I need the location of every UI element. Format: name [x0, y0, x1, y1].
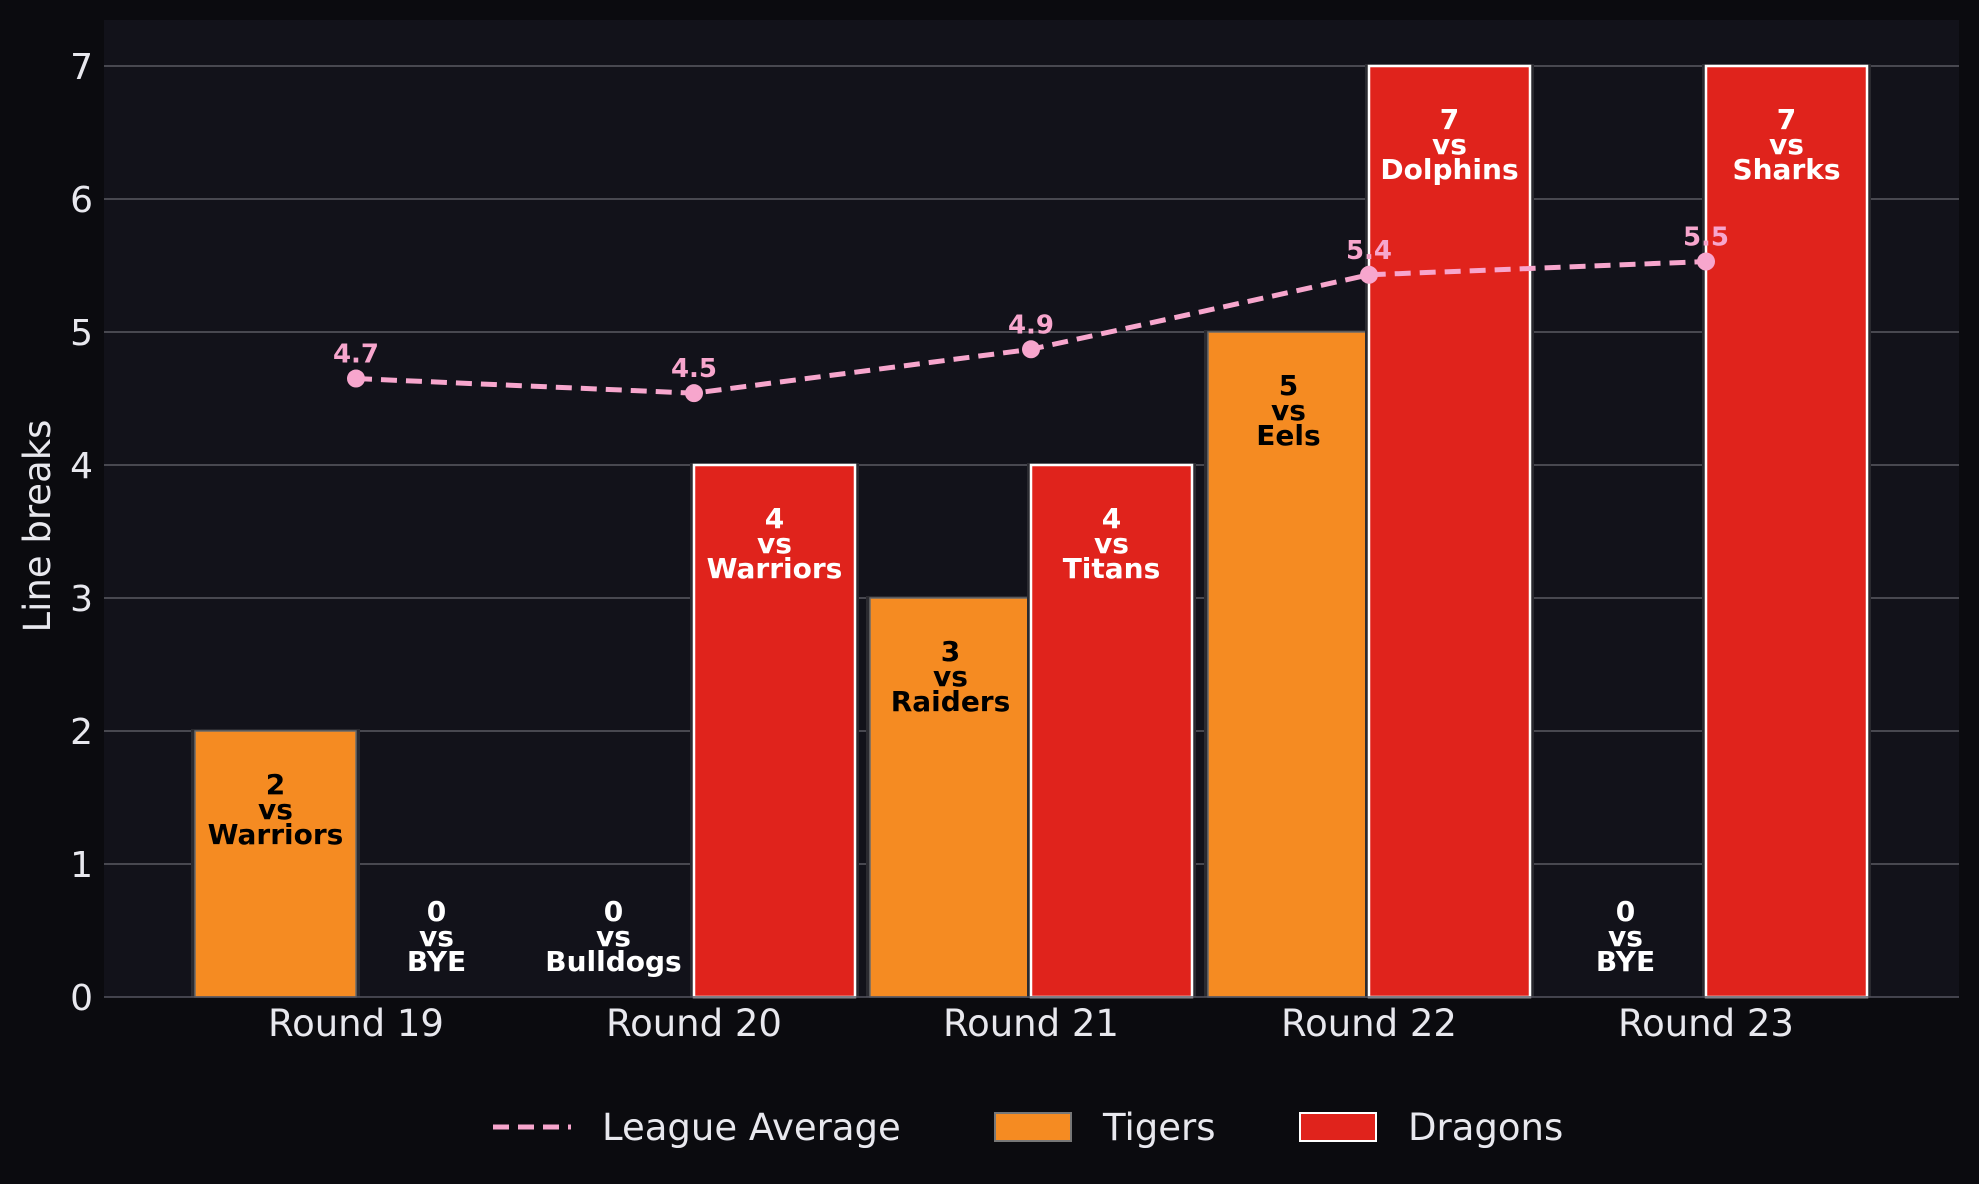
bar-vs-label: vs	[419, 920, 454, 953]
y-tick-label: 6	[70, 180, 93, 221]
x-tick-label: Round 20	[606, 1002, 782, 1045]
league-average-label: 4.5	[671, 354, 717, 384]
bar-vs-label: vs	[1608, 920, 1643, 953]
y-axis-label: Line breaks	[16, 420, 59, 633]
bar-opponent-label: BYE	[1596, 945, 1655, 978]
y-tick-label: 0	[70, 978, 93, 1019]
bar-vs-label: vs	[757, 527, 792, 560]
bars: 2vsWarriors0vsBYE0vsBulldogs4vsWarriors3…	[191, 64, 1871, 999]
legend: League Average Tigers Dragons	[493, 1106, 1563, 1149]
league-average-label: 4.9	[1008, 310, 1054, 340]
bar-vs-label: vs	[258, 793, 293, 826]
y-axis-ticks: 0 1 2 3 4 5 6 7	[70, 47, 93, 1019]
bar-vs-label: vs	[1271, 394, 1306, 427]
tigers-bar	[1207, 331, 1370, 998]
bar-opponent-label: Titans	[1063, 552, 1161, 585]
bar-vs-label: vs	[933, 660, 968, 693]
league-average-point	[1697, 252, 1715, 271]
bar-value-label: 0	[1616, 895, 1635, 928]
x-tick-label: Round 22	[1281, 1002, 1457, 1045]
league-average-point	[347, 369, 365, 388]
legend-label-tigers: Tigers	[1102, 1106, 1215, 1149]
tigers-bar	[194, 730, 357, 998]
bar-value-label: 3	[941, 635, 960, 668]
x-axis-ticks: Round 19 Round 20 Round 21 Round 22 Round 23	[268, 1002, 1794, 1045]
bar-opponent-label: BYE	[407, 945, 466, 978]
bar-opponent-label: Dolphins	[1380, 153, 1518, 186]
legend-label-dragons: Dragons	[1408, 1106, 1563, 1149]
bar-value-label: 4	[1102, 502, 1121, 535]
y-tick-label: 4	[70, 446, 93, 487]
y-tick-label: 7	[70, 47, 93, 88]
bar-value-label: 0	[604, 895, 623, 928]
legend-label-league-average: League Average	[602, 1106, 901, 1149]
x-tick-label: Round 21	[943, 1002, 1119, 1045]
bar-opponent-label: Sharks	[1732, 153, 1840, 186]
dragons-bar	[1367, 64, 1532, 999]
bar-value-label: 7	[1777, 103, 1796, 136]
league-average-line: 4.7 4.5 4.9 5.4 5.5	[333, 223, 1729, 403]
y-tick-label: 5	[70, 313, 93, 354]
y-tick-label: 3	[70, 579, 93, 620]
bar-opponent-label: Warriors	[208, 818, 344, 851]
dragons-bar	[1704, 64, 1869, 999]
bar-value-label: 0	[427, 895, 446, 928]
bar-value-label: 5	[1279, 369, 1298, 402]
tigers-bar	[869, 597, 1032, 998]
dragons-bar	[1029, 463, 1194, 999]
bar-vs-label: vs	[596, 920, 631, 953]
bar-opponent-label: Eels	[1256, 419, 1320, 452]
legend-swatch-dragons	[1299, 1112, 1377, 1142]
league-average-label: 5.5	[1683, 223, 1729, 253]
league-average-label: 5.4	[1346, 236, 1392, 266]
bar-opponent-label: Raiders	[891, 685, 1011, 718]
bar-opponent-label: Bulldogs	[545, 945, 681, 978]
y-tick-label: 1	[70, 845, 93, 886]
bar-value-label: 4	[765, 502, 784, 535]
league-average-label: 4.7	[333, 340, 379, 370]
x-tick-label: Round 19	[268, 1002, 444, 1045]
dragons-bar	[692, 463, 857, 999]
bar-vs-label: vs	[1769, 128, 1804, 161]
x-tick-label: Round 23	[1618, 1002, 1794, 1045]
bar-vs-label: vs	[1432, 128, 1467, 161]
league-average-point	[685, 384, 703, 403]
bar-value-label: 7	[1440, 103, 1459, 136]
bar-opponent-label: Warriors	[707, 552, 843, 585]
bar-value-label: 2	[266, 768, 285, 801]
league-average-point	[1360, 265, 1378, 284]
league-average-point	[1022, 340, 1040, 359]
legend-swatch-tigers	[994, 1112, 1072, 1142]
bar-vs-label: vs	[1094, 527, 1129, 560]
y-tick-label: 2	[70, 712, 93, 753]
